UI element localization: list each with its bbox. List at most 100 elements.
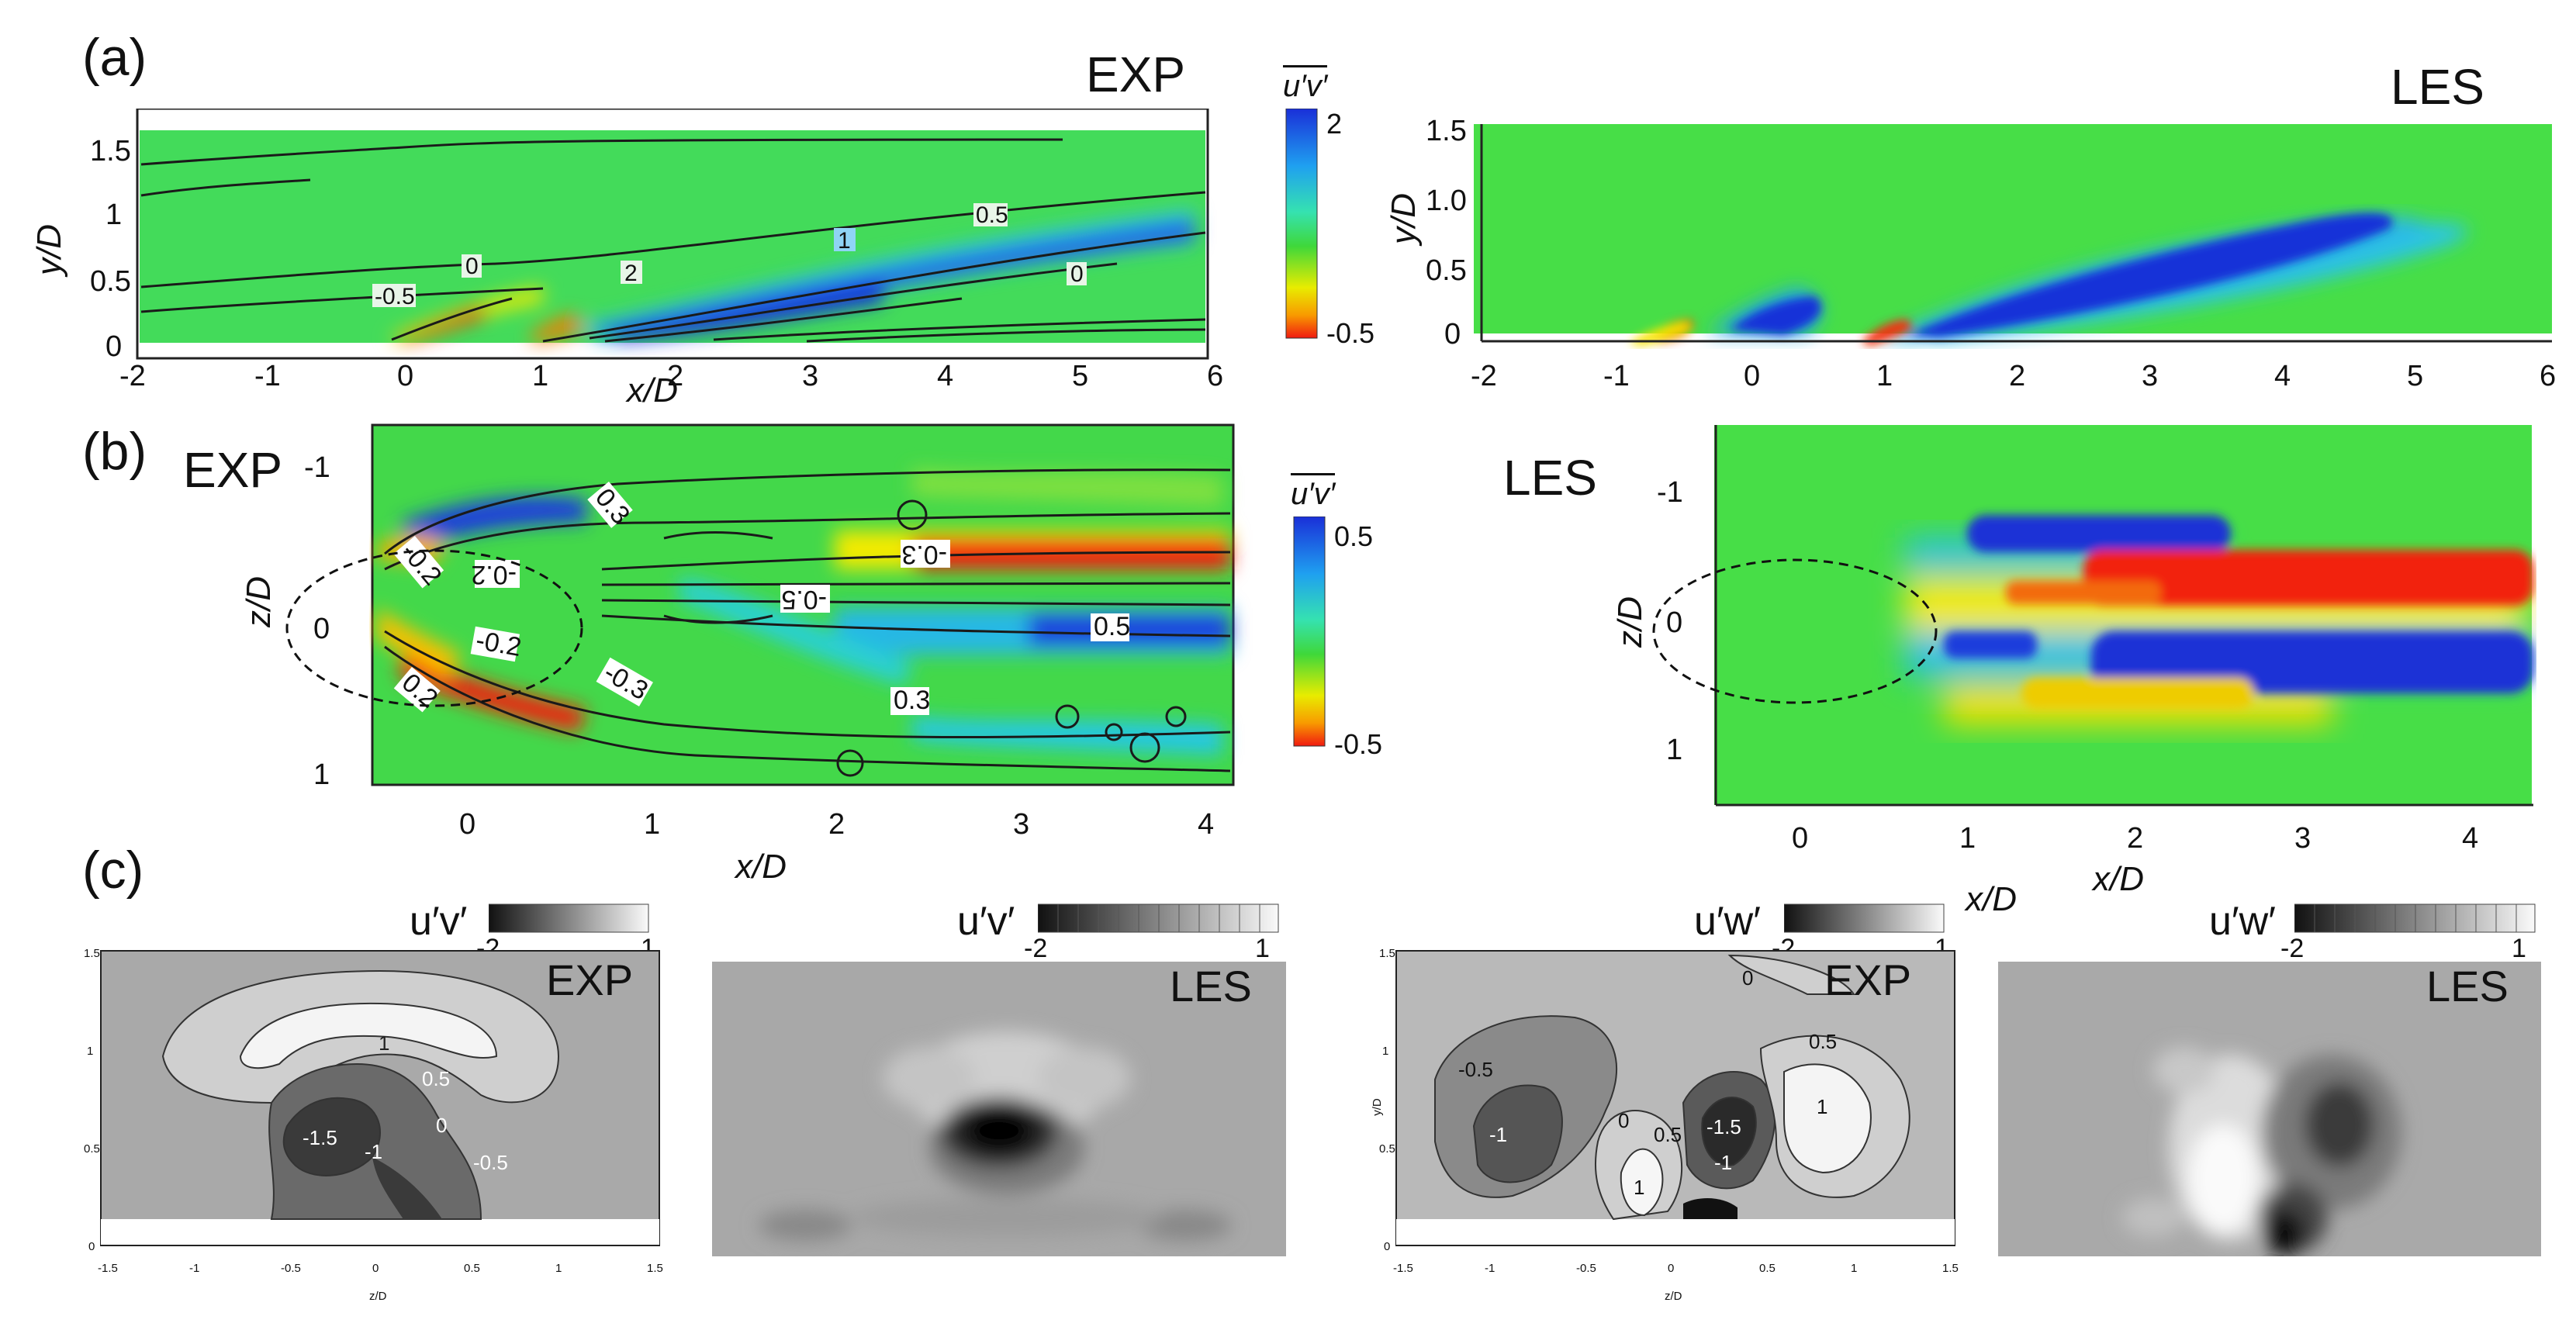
c3-contour-label: -1 — [1489, 1123, 1507, 1146]
a-les-xtick: 6 — [2540, 360, 2557, 392]
b-exp-xtick: 0 — [459, 808, 476, 841]
a-exp-ytick: 1.5 — [90, 135, 131, 168]
c3-contour-label: -1 — [1714, 1151, 1732, 1174]
c1-xtick: 0 — [372, 1262, 379, 1275]
b-exp-ztick: -1 — [304, 451, 330, 484]
c1-colorbar — [489, 903, 649, 933]
a-exp-contour-label: 0 — [465, 254, 479, 279]
c1-xtick: -0.5 — [281, 1262, 301, 1275]
b-exp-hole-outline — [285, 549, 583, 707]
b-colorbar-min: -0.5 — [1334, 728, 1383, 760]
b-les-ylabel: z/D — [1611, 596, 1649, 648]
a-colorbar-min: -0.5 — [1326, 317, 1375, 349]
a-les-ytick: 1.5 — [1426, 115, 1467, 147]
c1-colorbar-label: u′v′ — [410, 899, 468, 944]
c1-xtick: 0.5 — [464, 1262, 480, 1275]
c1-ytick: 0.5 — [84, 1142, 100, 1156]
b-exp-xtick: 4 — [1198, 808, 1215, 841]
c4-title: LES — [2426, 962, 2509, 1011]
c1-ytick: 1.5 — [84, 947, 100, 960]
a-exp-ytick: 1 — [105, 199, 123, 231]
b-les-xtick: 3 — [2294, 822, 2311, 855]
c3-xtick: 1.5 — [1942, 1262, 1959, 1275]
c3-ytick: 1 — [1382, 1045, 1389, 1058]
c1-contour-label: 0 — [436, 1114, 447, 1137]
a-exp-xtick: 2 — [667, 360, 684, 392]
b-les-ztick: 1 — [1666, 734, 1683, 766]
c1-ytick: 1 — [87, 1045, 94, 1058]
a-exp-xtick: 0 — [397, 360, 414, 392]
a-les-xtick: 3 — [2142, 360, 2159, 392]
a-exp-xtick: 5 — [1072, 360, 1089, 392]
c3-ytick: 1.5 — [1379, 947, 1395, 960]
panel-label-b: (b) — [82, 422, 147, 481]
a-les-plot — [1474, 124, 2552, 346]
c4-colorbar-max: 1 — [2512, 934, 2526, 963]
a-exp-contour-label: 2 — [624, 261, 638, 286]
a-exp-plot: 0.5 1 2 0 -0.5 0 — [136, 109, 1209, 360]
b-colorbar — [1293, 516, 1326, 747]
a-les-xtick: 1 — [1876, 360, 1893, 392]
c1-xtick: 1 — [555, 1262, 562, 1275]
b-exp-plot: -0.2 0.3 -0.3 -0.2 -0.5 0.5 -0.2 -0.3 0.… — [371, 423, 1235, 786]
c3-xtick: 0.5 — [1759, 1262, 1776, 1275]
b-les-hole-outline — [1652, 558, 1938, 704]
c3-colorbar — [1784, 903, 1945, 933]
c3-contour-label: 0 — [1618, 1109, 1629, 1132]
c1-xtick: -1.5 — [98, 1262, 118, 1275]
a-les-xtick: 0 — [1744, 360, 1761, 392]
c3-xtick: 1 — [1851, 1262, 1858, 1275]
a-les-xtick: 4 — [2274, 360, 2291, 392]
a-exp-ytick: 0 — [105, 330, 123, 363]
b-colorbar-label: u′v′ — [1291, 473, 1336, 510]
b-exp-ylabel: z/D — [240, 576, 278, 627]
c3-contour-label: 0 — [1742, 966, 1753, 990]
c4-plot — [1998, 962, 2541, 1256]
c3-xtick: -1.5 — [1393, 1262, 1413, 1275]
a-exp-title: EXP — [1086, 47, 1186, 102]
c3-ytick: 0 — [1384, 1240, 1391, 1253]
a-les-ytick: 0 — [1444, 318, 1461, 351]
b-les-xtick: 4 — [2462, 822, 2479, 855]
c2-title: LES — [1170, 962, 1252, 1011]
c-xlabel-floating: x/D — [1966, 880, 2017, 918]
a-les-ytick: 0.5 — [1426, 254, 1467, 287]
a-colorbar-label: u′v′ — [1283, 65, 1328, 102]
c1-contour-label: -1.5 — [303, 1126, 337, 1149]
a-les-ylabel: y/D — [1385, 193, 1423, 244]
a-les-xtick: -1 — [1603, 360, 1630, 392]
c2-colorbar-min: -2 — [1024, 934, 1048, 963]
b-exp-contour-label: -0.2 — [471, 560, 517, 589]
b-exp-contour-label: -0.5 — [781, 585, 827, 614]
a-colorbar — [1285, 109, 1318, 339]
b-exp-xlabel: x/D — [735, 848, 787, 886]
c1-contour-label: -0.5 — [473, 1151, 508, 1174]
a-exp-contour-label: 0 — [1070, 261, 1084, 287]
a-exp-contour-label: 0.5 — [976, 202, 1008, 228]
c3-contour-label: 1 — [1817, 1095, 1827, 1118]
c3-title: EXP — [1824, 955, 1912, 1004]
b-exp-contour-label: -0.3 — [901, 540, 947, 569]
a-les-xtick: 5 — [2407, 360, 2424, 392]
c3-contour-label: 0.5 — [1654, 1123, 1682, 1146]
c3-plot: 0 0.5 -0.5 -1 0 0.5 -1.5 -1 1 1 — [1395, 950, 1955, 1246]
a-exp-ylabel: y/D — [30, 224, 68, 275]
b-exp-title: EXP — [183, 442, 283, 498]
c3-ylabel: y/D — [1370, 1098, 1384, 1116]
c4-colorbar — [2294, 903, 2536, 933]
c2-plot — [712, 962, 1286, 1256]
c1-contour-label: 1 — [379, 1031, 389, 1055]
a-les-xtick: 2 — [2009, 360, 2026, 392]
a-exp-contour-label: -0.5 — [375, 284, 415, 309]
c2-colorbar-max: 1 — [1255, 934, 1270, 963]
b-colorbar-max: 0.5 — [1334, 520, 1374, 552]
c3-contour-label: -1.5 — [1706, 1115, 1741, 1138]
a-exp-ytick: 0.5 — [90, 265, 131, 298]
b-exp-xtick: 2 — [828, 808, 845, 841]
a-exp-xtick: 3 — [802, 360, 819, 392]
a-exp-contour-label: 1 — [838, 228, 851, 254]
c4-colorbar-min: -2 — [2280, 934, 2305, 963]
c1-plot: 1 0.5 0 -1.5 -1 -0.5 — [100, 950, 660, 1246]
c3-ytick: 0.5 — [1379, 1142, 1395, 1156]
c3-xtick: 0 — [1668, 1262, 1675, 1275]
